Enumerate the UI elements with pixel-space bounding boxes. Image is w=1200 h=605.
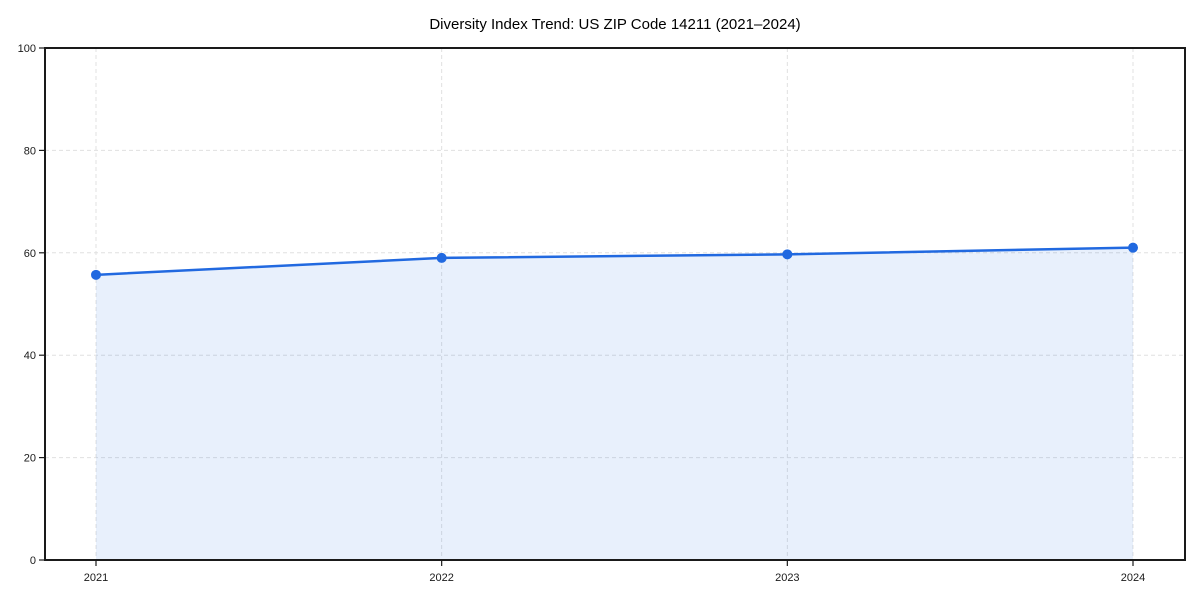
chart-title: Diversity Index Trend: US ZIP Code 14211… xyxy=(429,16,800,33)
plot-area: 0 20 40 60 80 100 2021 2022 2023 2024 xyxy=(18,43,1186,584)
area-fill xyxy=(96,247,1133,560)
data-point-2024 xyxy=(1128,242,1138,253)
y-tick-label: 80 xyxy=(24,145,36,157)
y-tick-label: 40 xyxy=(24,350,36,362)
y-tick-label: 20 xyxy=(24,453,36,465)
data-point-2022 xyxy=(436,252,447,263)
y-tick-label: 0 xyxy=(30,555,36,567)
data-point-2023 xyxy=(782,249,793,260)
x-tick-label: 2022 xyxy=(429,572,453,584)
x-tick-label: 2021 xyxy=(84,572,108,584)
y-tick-label: 100 xyxy=(18,43,36,55)
y-tick-label: 60 xyxy=(24,248,36,260)
x-tick-label: 2023 xyxy=(775,572,799,584)
x-tick-label: 2024 xyxy=(1121,572,1145,584)
data-point-2021 xyxy=(91,269,101,280)
plot-border xyxy=(44,47,1186,561)
trend-line xyxy=(94,246,1135,277)
